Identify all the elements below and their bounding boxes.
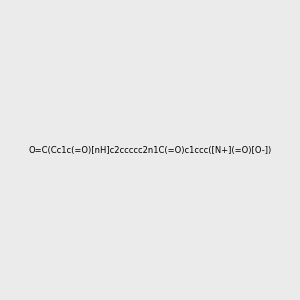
Text: O=C(Cc1c(=O)[nH]c2ccccc2n1C(=O)c1ccc([N+](=O)[O-]): O=C(Cc1c(=O)[nH]c2ccccc2n1C(=O)c1ccc([N+… [28, 146, 272, 154]
